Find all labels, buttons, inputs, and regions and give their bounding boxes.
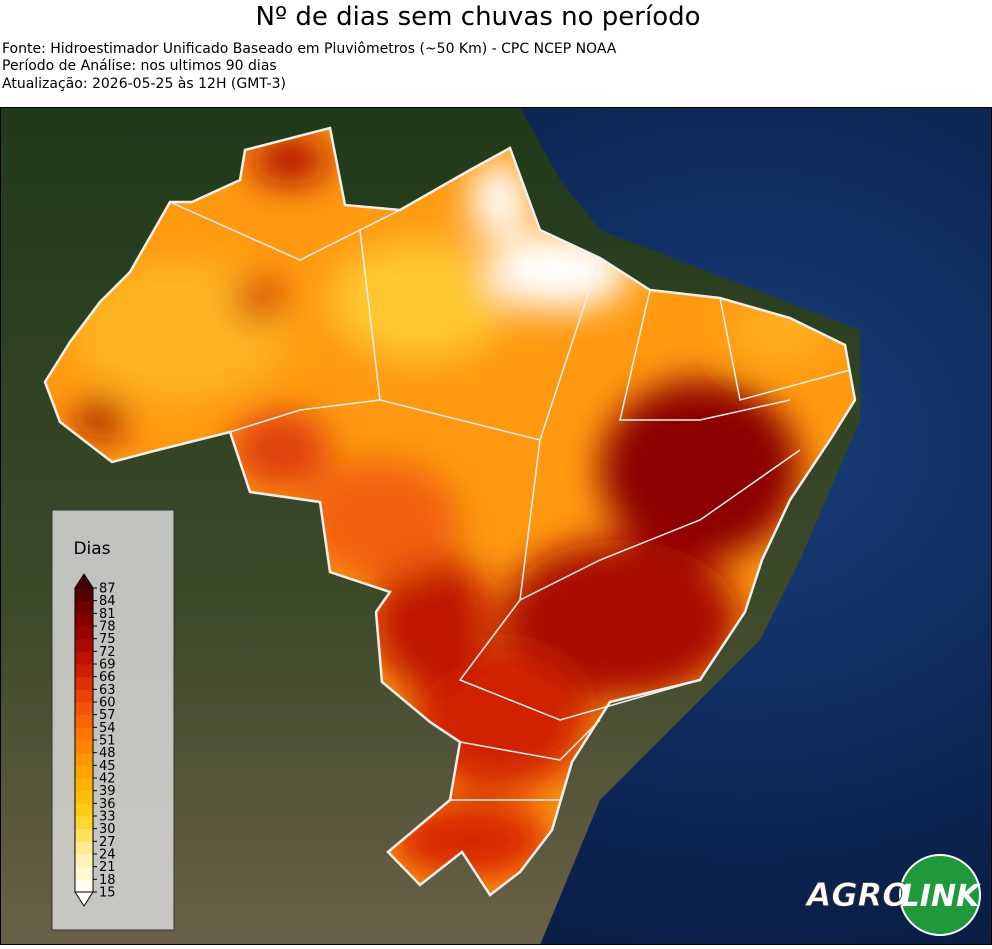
- colorbar-tick-label: 45: [99, 759, 116, 774]
- colorbar-tick-label: 42: [99, 772, 116, 787]
- colorbar-tick-label: 81: [99, 607, 116, 622]
- colorbar-tick-label: 60: [99, 696, 116, 711]
- colorbar-segment: [75, 638, 93, 652]
- legend-title: Dias: [73, 539, 110, 559]
- colorbar-segment: [75, 664, 93, 678]
- colorbar: 1518212427303336394245485154576063666972…: [74, 573, 116, 907]
- colorbar-tick-label: 24: [99, 848, 116, 863]
- state-borders: [169, 201, 851, 801]
- colorbar-segment: [75, 727, 93, 741]
- colorbar-tick-label: 54: [99, 721, 116, 736]
- colorbar-segment: [75, 752, 93, 766]
- colorbar-segment: [75, 676, 93, 690]
- colorbar-tick-label: 36: [99, 797, 116, 812]
- colorbar-segment: [75, 790, 93, 804]
- colorbar-tick-label: 15: [99, 886, 116, 901]
- colorbar-tick-label: 39: [99, 784, 116, 799]
- colorbar-tick-label: 33: [99, 810, 116, 825]
- title: Nº de dias sem chuvas no período: [255, 2, 700, 32]
- info-line: Fonte: Hidroestimador Unificado Baseado …: [2, 41, 617, 57]
- colorbar-segment: [75, 778, 93, 792]
- colorbar-segment: [75, 588, 93, 602]
- colorbar-tick-label: 57: [99, 708, 116, 723]
- colorbar-segment: [75, 854, 93, 868]
- colorbar-tick-label: 78: [99, 620, 116, 635]
- colorbar-segment: [75, 613, 93, 627]
- colorbar-segment: [75, 740, 93, 754]
- colorbar-tick-label: 72: [99, 645, 116, 660]
- colorbar-segment: [75, 816, 93, 830]
- colorbar-tick-label: 27: [99, 835, 116, 850]
- colorbar-segment: [75, 765, 93, 779]
- colorbar-tick-label: 75: [99, 632, 116, 647]
- colorbar-tick-label: 21: [99, 860, 116, 875]
- colorbar-segment: [75, 879, 93, 893]
- info-line: Período de Análise: nos ultimos 90 dias: [2, 58, 277, 74]
- colorbar-segment: [75, 626, 93, 640]
- colorbar-tick-label: 48: [99, 746, 116, 761]
- colorbar-segment: [75, 714, 93, 728]
- colorbar-segment: [75, 600, 93, 614]
- colorbar-segment: [75, 651, 93, 665]
- logo-text: LINK: [901, 879, 982, 914]
- colorbar-segment: [75, 866, 93, 880]
- info-line: Atualização: 2026-05-25 às 12H (GMT-3): [2, 76, 286, 92]
- colorbar-tick-label: 69: [99, 658, 116, 673]
- colorbar-tick-label: 66: [99, 670, 116, 685]
- logo-text: AGRO: [804, 876, 910, 914]
- colorbar-segment: [75, 828, 93, 842]
- logo-circle: [899, 854, 981, 936]
- colorbar-tick-label: 30: [99, 822, 116, 837]
- colorbar-segment: [75, 841, 93, 855]
- colorbar-tick-label: 87: [99, 582, 116, 597]
- colorbar-tick-label: 63: [99, 683, 116, 698]
- colorbar-segment: [75, 689, 93, 703]
- legend-box: [51, 509, 175, 931]
- colorbar-tick-label: 84: [99, 594, 116, 609]
- colorbar-tick-label: 51: [99, 734, 116, 749]
- colorbar-tick-label: 18: [99, 873, 116, 888]
- colorbar-segment: [75, 702, 93, 716]
- colorbar-segment: [75, 803, 93, 817]
